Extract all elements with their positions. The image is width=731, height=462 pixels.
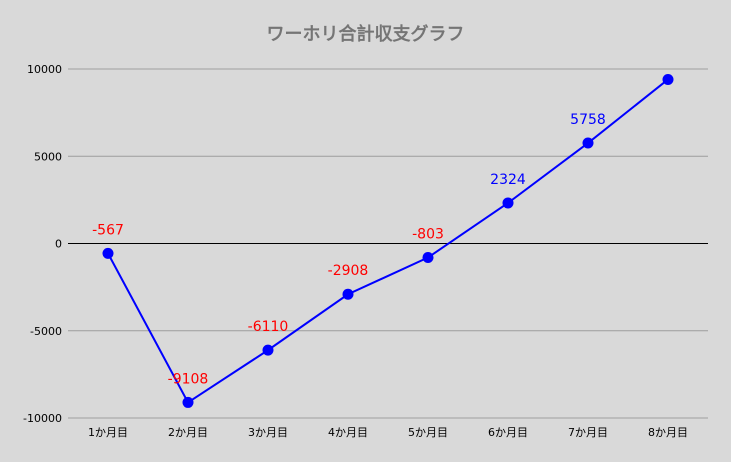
data-label: 5758	[570, 112, 606, 128]
data-label: -6110	[248, 319, 289, 335]
x-tick-label: 1か月目	[88, 426, 128, 439]
x-tick-label: 5か月目	[408, 426, 448, 439]
data-label: -2908	[328, 263, 369, 279]
data-label: -803	[412, 227, 444, 243]
data-label: -567	[92, 222, 124, 238]
x-tick-label: 2か月目	[168, 426, 208, 439]
data-point	[582, 137, 594, 149]
data-label: -9108	[168, 371, 209, 387]
series-line	[107, 78, 669, 404]
chart-title: ワーホリ合計収支グラフ	[266, 24, 465, 45]
data-point	[182, 396, 194, 408]
x-tick-label: 3か月目	[248, 426, 288, 439]
x-tick-label: 4か月目	[328, 426, 368, 439]
y-tick-label: -5000	[30, 325, 62, 338]
data-point	[502, 197, 514, 209]
data-point	[662, 73, 674, 85]
y-tick-label: 10000	[27, 63, 62, 76]
data-point	[422, 252, 434, 264]
data-point	[262, 344, 274, 356]
data-point	[342, 288, 354, 300]
data-point	[102, 247, 114, 259]
x-tick-label: 8か月目	[648, 426, 688, 439]
x-tick-label: 6か月目	[488, 426, 528, 439]
y-tick-label: 0	[55, 238, 62, 251]
y-tick-label: 5000	[34, 150, 62, 163]
x-tick-label: 7か月目	[568, 426, 608, 439]
data-label: 2324	[490, 172, 526, 188]
y-tick-label: -10000	[23, 412, 62, 425]
